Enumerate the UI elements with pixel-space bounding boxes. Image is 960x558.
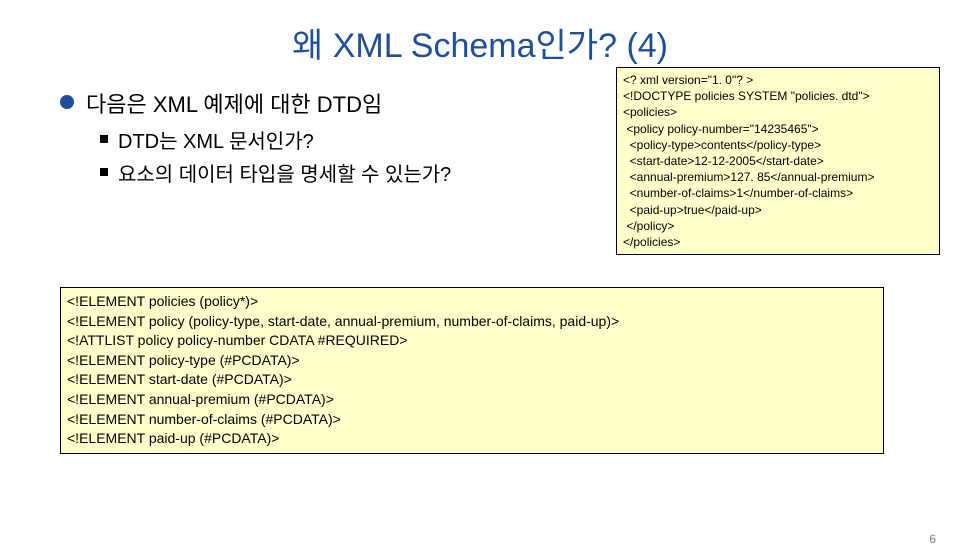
square-icon: [100, 168, 108, 176]
square-icon: [100, 135, 108, 143]
slide-title: 왜 XML Schema인가? (4): [0, 18, 960, 67]
main-bullet-text: 다음은 XML 예제에 대한 DTD임: [86, 87, 382, 119]
disc-icon: [60, 95, 74, 109]
xml-sample-box: <? xml version="1. 0"? > <!DOCTYPE polic…: [616, 67, 940, 255]
dtd-code-box: <!ELEMENT policies (policy*)> <!ELEMENT …: [60, 287, 884, 454]
sub-bullet-1-text: DTD는 XML 문서인가?: [118, 125, 314, 154]
slide-number: 6: [929, 532, 936, 546]
sub-bullet-2-text: 요소의 데이터 타입을 명세할 수 있는가?: [118, 158, 451, 187]
content-area: 다음은 XML 예제에 대한 DTD임 DTD는 XML 문서인가? 요소의 데…: [0, 67, 960, 454]
